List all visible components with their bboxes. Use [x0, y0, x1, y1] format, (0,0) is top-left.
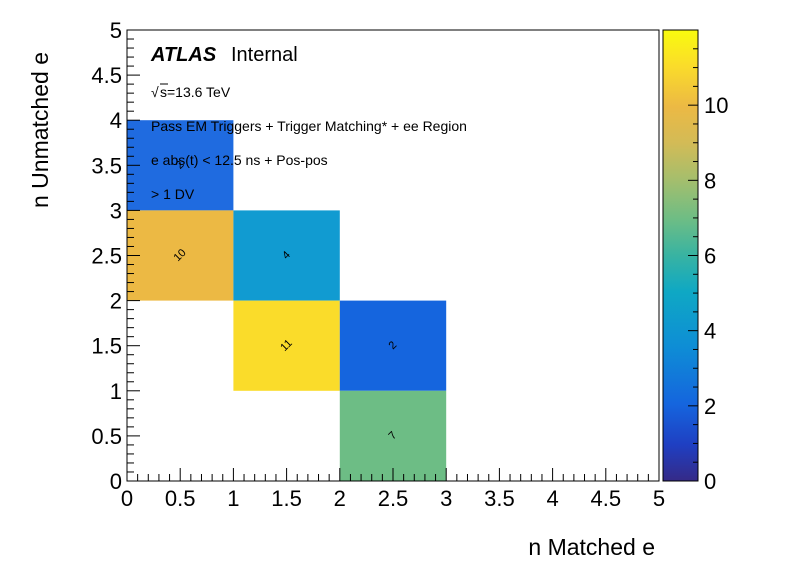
x-tick-label-0: 0: [121, 486, 133, 511]
energy-label: s=13.6 TeV: [160, 84, 231, 100]
z-tick-label-2: 4: [704, 319, 716, 344]
atlas-label: ATLAS: [150, 44, 217, 66]
x-tick-label-8: 4: [546, 486, 558, 511]
y-tick-label-5: 2.5: [91, 244, 122, 269]
x-tick-label-3: 1.5: [271, 486, 302, 511]
y-tick-label-4: 2: [110, 289, 122, 314]
sqrt-symbol: √: [151, 84, 159, 100]
x-tick-label-2: 1: [227, 486, 239, 511]
z-tick-label-1: 2: [704, 394, 716, 419]
plot-annotations: ATLAS Internal √ s=13.6 TeV Pass EM Trig…: [150, 44, 467, 202]
y-tick-label-0: 0: [110, 469, 122, 494]
x-tick-label-5: 2.5: [378, 486, 409, 511]
selection-line-2: e abs(t) < 12.5 ns + Pos-pos: [151, 152, 328, 168]
y-tick-label-10: 5: [110, 18, 122, 43]
z-tick-label-0: 0: [704, 469, 716, 494]
y-tick-label-1: 0.5: [91, 424, 122, 449]
color-scale-axis: 0 2 4 6 8 10: [688, 48, 728, 494]
heatmap-cell-2: [233, 210, 340, 301]
z-tick-label-4: 8: [704, 168, 716, 193]
z-tick-label-3: 6: [704, 244, 716, 269]
y-tick-label-2: 1: [110, 379, 122, 404]
x-tick-label-4: 2: [334, 486, 346, 511]
heatmap-cell-3: [233, 300, 340, 391]
y-axis: 0 0.5 1 1.5 2 2.5 3 3.5 4 4.5 5: [91, 18, 140, 494]
selection-line-3: > 1 DV: [151, 186, 195, 202]
y-tick-label-6: 3: [110, 198, 122, 223]
y-axis-title: n Unmatched e: [27, 52, 53, 208]
y-tick-label-7: 3.5: [91, 153, 122, 178]
heatmap-cell-4: [339, 300, 447, 391]
heatmap-cell-labels: 210 411 27: [172, 159, 400, 442]
x-tick-label-6: 3: [440, 486, 452, 511]
status-label: Internal: [231, 44, 298, 66]
y-tick-label-9: 4.5: [91, 63, 122, 88]
heatmap-cell-5: [339, 390, 447, 481]
x-axis-title: n Matched e: [528, 534, 655, 560]
x-tick-label-10: 5: [653, 486, 665, 511]
selection-line-1: Pass EM Triggers + Trigger Matching* + e…: [151, 118, 467, 134]
x-tick-label-1: 0.5: [165, 486, 196, 511]
heatmap-cell-0: [127, 120, 234, 211]
x-tick-label-7: 3.5: [484, 486, 515, 511]
heatmap-cell-1: [127, 210, 234, 301]
x-tick-label-9: 4.5: [591, 486, 622, 511]
x-axis: 0 0.5 1 1.5 2 2.5 3 3.5 4 4.5 5: [121, 468, 665, 511]
y-tick-label-8: 4: [110, 108, 122, 133]
z-tick-label-5: 10: [704, 93, 728, 118]
y-tick-label-3: 1.5: [91, 334, 122, 359]
heatmap-cells: [127, 120, 447, 481]
